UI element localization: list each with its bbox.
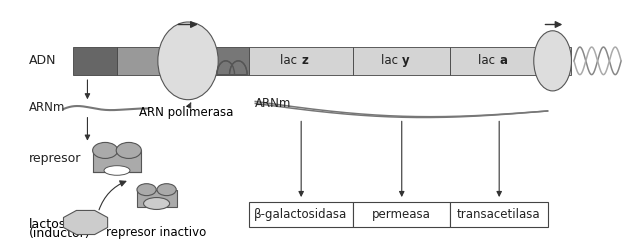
Text: represor: represor — [29, 152, 81, 165]
Bar — [450, 47, 547, 75]
Text: lac: lac — [381, 54, 402, 67]
Ellipse shape — [137, 184, 156, 196]
Bar — [249, 47, 353, 75]
Ellipse shape — [93, 142, 118, 159]
Text: ARNm: ARNm — [255, 97, 292, 110]
Ellipse shape — [116, 142, 141, 159]
Text: lactosa: lactosa — [29, 218, 74, 232]
Bar — [214, 47, 249, 75]
Bar — [137, 190, 176, 207]
Text: a: a — [499, 54, 507, 67]
Polygon shape — [64, 210, 108, 235]
Text: β-galactosidasa: β-galactosidasa — [255, 208, 348, 222]
Ellipse shape — [144, 198, 169, 209]
Ellipse shape — [104, 166, 130, 175]
Bar — [161, 47, 214, 75]
Text: ARN polimerasa: ARN polimerasa — [139, 103, 233, 119]
Text: y: y — [402, 54, 410, 67]
Text: ARNm: ARNm — [29, 101, 66, 114]
Text: lac: lac — [478, 54, 499, 67]
Bar — [73, 47, 117, 75]
Ellipse shape — [158, 22, 218, 100]
Polygon shape — [229, 61, 247, 75]
Bar — [117, 47, 161, 75]
Bar — [353, 202, 450, 228]
Ellipse shape — [157, 184, 176, 196]
Text: (inductor): (inductor) — [29, 227, 91, 240]
Bar — [249, 202, 353, 228]
Bar — [450, 202, 547, 228]
Bar — [93, 150, 140, 172]
Bar — [353, 47, 450, 75]
Text: transacetilasa: transacetilasa — [457, 208, 541, 222]
Text: permeasa: permeasa — [372, 208, 431, 222]
Ellipse shape — [534, 31, 571, 91]
Text: represor inactivo: represor inactivo — [106, 226, 207, 239]
Text: z: z — [301, 54, 308, 67]
Text: ADN: ADN — [29, 54, 57, 67]
Bar — [547, 47, 571, 75]
Polygon shape — [217, 61, 234, 75]
Text: lac: lac — [280, 54, 301, 67]
